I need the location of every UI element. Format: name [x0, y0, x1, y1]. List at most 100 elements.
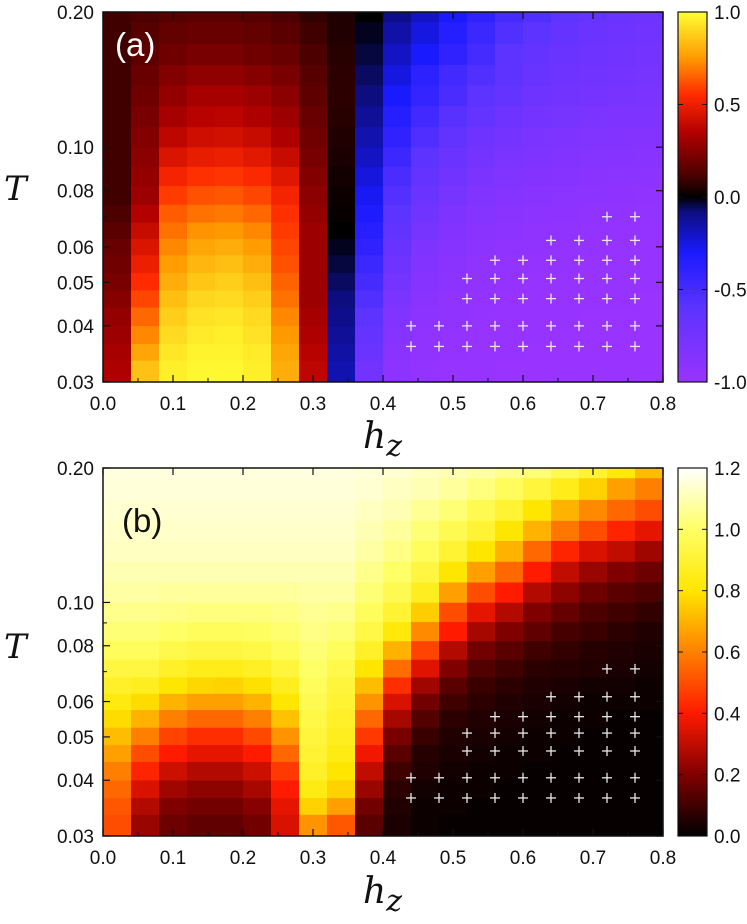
heatmap-cell	[271, 814, 300, 836]
heatmap-cell	[299, 65, 328, 86]
heatmap-cell	[327, 85, 356, 107]
heatmap-cell	[159, 204, 188, 224]
heatmap-cell	[495, 540, 524, 563]
heatmap-cell	[495, 582, 524, 604]
heatmap-cell	[523, 222, 552, 240]
heatmap-cell	[383, 520, 412, 542]
heatmap-cell	[103, 106, 132, 128]
plus-marker	[630, 663, 640, 674]
heatmap-cell	[411, 44, 440, 66]
plus-marker	[518, 320, 528, 331]
heatmap-cell	[551, 127, 580, 149]
heatmap-cell	[187, 65, 216, 86]
heatmap-cell	[355, 582, 384, 604]
y-tick-label: 0.04	[57, 771, 94, 792]
heatmap-cell	[579, 343, 608, 362]
heatmap-cell	[383, 727, 412, 746]
plus-marker	[574, 711, 584, 722]
heatmap-cell	[243, 239, 272, 256]
heatmap-cell	[327, 478, 356, 501]
heatmap-cell	[271, 727, 300, 746]
heatmap-cell	[467, 85, 496, 107]
heatmap-cell	[579, 166, 608, 187]
y-tick-label: 0.03	[57, 827, 94, 848]
heatmap-cell	[243, 147, 272, 168]
heatmap-cell	[439, 561, 468, 584]
heatmap-cell	[411, 166, 440, 187]
heatmap-cell	[159, 602, 188, 623]
heatmap-cell	[271, 147, 300, 168]
heatmap-cell	[495, 677, 524, 695]
heatmap-cell	[103, 520, 132, 542]
plus-marker	[518, 792, 528, 803]
heatmap-cell	[299, 44, 328, 66]
heatmap-cell	[551, 478, 580, 501]
heatmap-cell	[103, 622, 132, 642]
heatmap-cell	[159, 326, 188, 345]
heatmap-cell	[243, 127, 272, 149]
heatmap-cell	[299, 478, 328, 501]
heatmap-cell	[159, 814, 188, 836]
heatmap-cell	[271, 12, 300, 23]
heatmap-cell	[607, 106, 636, 128]
heatmap-cell	[607, 582, 636, 604]
heatmap-cell	[439, 204, 468, 224]
heatmap-cell	[495, 520, 524, 542]
heatmap-cell	[187, 659, 216, 679]
heatmap-cell	[355, 745, 384, 763]
heatmap-cell	[551, 166, 580, 187]
heatmap-cell	[131, 561, 160, 584]
heatmap-cell	[355, 166, 384, 187]
heatmap-cell	[355, 693, 384, 711]
x-tick-label: 0.4	[370, 848, 397, 869]
x-axis-label-b: hz	[363, 871, 402, 919]
plus-marker	[518, 711, 528, 722]
heatmap-cell	[187, 478, 216, 501]
markers-b	[406, 663, 640, 803]
plus-marker	[602, 663, 612, 674]
heatmap-cell	[607, 273, 636, 292]
heatmap-cell	[215, 12, 244, 23]
heatmap-cell	[355, 360, 384, 382]
heatmap-cell	[383, 540, 412, 563]
heatmap-cell	[103, 290, 132, 309]
panel-b: 0.0 0.1 0.2 0.3 0.4 0.5 0.6 0.7 0.8 0.03 0.04 0.05…	[4, 459, 741, 919]
heatmap-cell	[327, 255, 356, 274]
plus-marker	[518, 273, 528, 284]
heatmap-cell	[523, 499, 552, 522]
heatmap-cell	[579, 147, 608, 168]
heatmap-cell	[607, 659, 636, 679]
heatmap-cell	[411, 814, 440, 836]
heatmap-cell	[467, 727, 496, 746]
heatmap-cell	[159, 561, 188, 584]
heatmap-cell	[383, 659, 412, 679]
heatmap-cell	[299, 641, 328, 661]
heatmap-cell	[187, 85, 216, 107]
heatmap-cell	[495, 343, 524, 362]
heatmap-cell	[327, 326, 356, 345]
plus-marker	[602, 772, 612, 783]
heatmap-cell	[159, 520, 188, 542]
colorbar-tick-label: 0.5	[714, 96, 740, 117]
heatmap-cell	[131, 273, 160, 292]
heatmap-cell	[271, 307, 300, 327]
heatmap-cell	[271, 709, 300, 729]
heatmap-cell	[523, 468, 552, 479]
heatmap-cell	[523, 166, 552, 187]
heatmap-cell	[495, 255, 524, 274]
heatmap-cell	[523, 65, 552, 86]
heatmap-cell	[607, 468, 636, 479]
heatmap-cell	[551, 582, 580, 604]
plus-marker	[630, 341, 640, 352]
heatmap-cell	[467, 709, 496, 729]
heatmap-cell	[355, 343, 384, 362]
heatmap-cell	[159, 147, 188, 168]
heatmap-cell	[355, 709, 384, 729]
heatmap-cell	[551, 798, 580, 816]
heatmap-cell	[243, 166, 272, 187]
heatmap-cell	[243, 561, 272, 584]
plus-marker	[406, 772, 416, 783]
heatmap-cell	[355, 204, 384, 224]
heatmap-cell	[327, 147, 356, 168]
heatmap-cell	[579, 761, 608, 782]
